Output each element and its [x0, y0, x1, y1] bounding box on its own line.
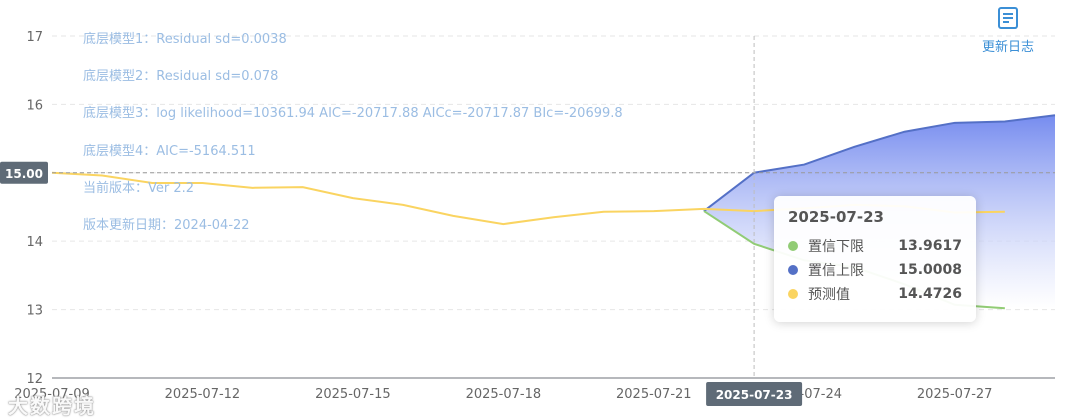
x-tick-label: 2025-07-12 [165, 387, 241, 402]
pointer-label: 2025-07-23 [716, 388, 793, 402]
tooltip-row-lower: 置信下限 13.9617 [788, 234, 962, 258]
x-tick-label: 2025-07-21 [616, 387, 692, 402]
tooltip-title: 2025-07-23 [788, 208, 884, 226]
watermark-logo: 大数跨境 [8, 394, 96, 418]
reference-label-box [0, 161, 48, 184]
y-tick-label: 17 [26, 30, 43, 45]
tooltip-name: 置信下限 [808, 239, 864, 255]
model-note: 底层模型4：AIC=-5164.511 [83, 143, 256, 159]
upper-dot [788, 265, 798, 275]
model-note: 底层模型2：Residual sd=0.078 [83, 68, 278, 84]
tooltip-value: 14.4726 [898, 286, 962, 302]
tooltip-name: 预测值 [808, 287, 850, 303]
y-tick-label: 14 [26, 235, 43, 250]
lower-dot [788, 241, 798, 251]
changelog-icon [998, 7, 1018, 29]
model-note: 当前版本：Ver 2.2 [83, 180, 194, 196]
reference-label: 15.00 [5, 167, 43, 181]
changelog-button[interactable]: 更新日志 [972, 6, 1044, 56]
tooltip-name: 置信上限 [808, 263, 864, 279]
changelog-label: 更新日志 [981, 40, 1034, 55]
pointer-label-box [706, 382, 803, 406]
y-tick-label: 13 [26, 304, 43, 319]
y-tick-label: 12 [26, 372, 43, 387]
model-note: 底层模型3：log likelihood=10361.94 AIC=-20717… [83, 105, 623, 121]
x-tick-label: 2025-07-09 [14, 387, 90, 402]
tooltip: 2025-07-23 置信下限 13.9617 置信上限 15.0008 预测值… [774, 196, 976, 322]
tooltip-value: 15.0008 [898, 262, 962, 278]
tooltip-row-forecast: 预测值 14.4726 [788, 282, 962, 306]
model-note: 底层模型1：Residual sd=0.0038 [83, 31, 287, 47]
y-tick-label: 16 [26, 98, 43, 113]
x-tick-label: 2025-07-27 [917, 387, 993, 402]
tooltip-value: 13.9617 [898, 238, 962, 254]
x-tick-label: 2025-07-18 [466, 387, 542, 402]
forecast-dot [788, 289, 798, 299]
tooltip-row-upper: 置信上限 15.0008 [788, 258, 962, 282]
model-note: 版本更新日期：2024-04-22 [83, 217, 250, 233]
upper-bound-line [703, 114, 1056, 212]
x-tick-label: 2025-07-15 [315, 387, 391, 402]
